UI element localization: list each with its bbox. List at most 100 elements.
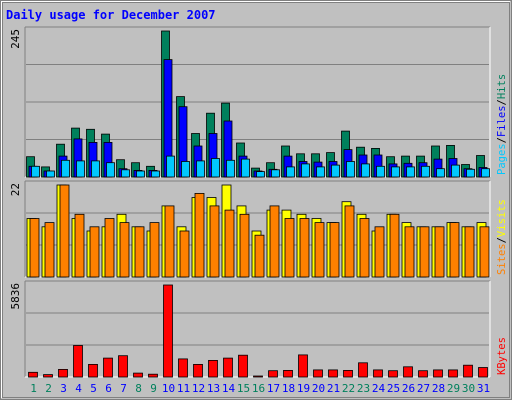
bar-pages-day-12 — [196, 160, 205, 178]
bar-pages-day-29 — [451, 164, 460, 178]
chart-title: Daily usage for December 2007 — [6, 8, 216, 22]
x-tick-label-day-21: 21 — [327, 382, 340, 395]
bar-kbytes-day-22 — [343, 369, 353, 378]
bar-pages-day-30 — [466, 168, 475, 178]
bar-sites-day-4 — [74, 213, 85, 278]
bar-kbytes-day-14 — [223, 357, 233, 378]
bar-kbytes-day-4 — [73, 345, 83, 378]
bar-pages-day-26 — [406, 166, 415, 178]
bar-sites-day-24 — [374, 226, 385, 278]
legend-kbytes: KBytes — [496, 337, 508, 375]
legend-entry-files: Files — [496, 105, 508, 137]
bar-sites-day-10 — [164, 205, 175, 278]
bar-kbytes-day-2 — [43, 374, 53, 378]
bar-sites-day-31 — [479, 226, 490, 278]
x-tick-label-day-4: 4 — [75, 382, 82, 395]
plot-area — [25, 281, 490, 377]
x-tick-label-day-26: 26 — [402, 382, 415, 395]
legend-entry-kbytes: KBytes — [496, 337, 508, 375]
bar-pages-day-3 — [61, 159, 70, 178]
bar-sites-day-15 — [239, 213, 250, 278]
bar-kbytes-day-17 — [268, 370, 278, 378]
x-tick-label-day-24: 24 — [372, 382, 386, 395]
bar-pages-day-14 — [226, 159, 235, 178]
bar-kbytes-day-25 — [388, 370, 398, 378]
bar-pages-day-23 — [361, 163, 370, 178]
bar-sites-day-19 — [299, 218, 310, 278]
bar-pages-day-9 — [151, 170, 160, 178]
bar-pages-day-21 — [331, 164, 340, 178]
bar-kbytes-day-31 — [478, 367, 488, 378]
legend-visits-sites: Sites/Visits — [496, 199, 508, 275]
x-tick-label-day-19: 19 — [297, 382, 310, 395]
x-tick-label-day-28: 28 — [432, 382, 445, 395]
x-tick-label-day-17: 17 — [267, 382, 280, 395]
bar-pages-day-19 — [301, 163, 310, 178]
bar-sites-day-14 — [224, 209, 235, 278]
bar-kbytes-day-16 — [253, 375, 263, 378]
legend-entry-sites: Sites — [496, 243, 508, 275]
bar-pages-day-7 — [121, 169, 130, 178]
bar-kbytes-day-30 — [463, 364, 473, 378]
x-tick-label-day-31: 31 — [477, 382, 490, 395]
bar-kbytes-day-23 — [358, 362, 368, 378]
x-tick-label-day-3: 3 — [60, 382, 67, 395]
bar-sites-day-30 — [464, 226, 475, 278]
bar-kbytes-day-19 — [298, 354, 308, 378]
legend-entry-hits: Hits — [496, 74, 508, 99]
bar-kbytes-day-29 — [448, 369, 458, 378]
bar-sites-day-26 — [404, 226, 415, 278]
bar-pages-day-4 — [76, 160, 85, 178]
bar-kbytes-day-28 — [433, 369, 443, 378]
bar-pages-day-25 — [391, 166, 400, 178]
bar-kbytes-day-9 — [148, 373, 158, 378]
bar-kbytes-day-8 — [133, 372, 143, 378]
bar-sites-day-7 — [119, 222, 130, 278]
y-max-tick-label: 245 — [9, 29, 22, 49]
x-tick-label-day-11: 11 — [177, 382, 190, 395]
bar-sites-day-12 — [194, 192, 205, 278]
x-tick-label-day-12: 12 — [192, 382, 205, 395]
bar-sites-day-8 — [134, 226, 145, 278]
bar-sites-day-2 — [44, 222, 55, 278]
legend-separator: / — [496, 99, 508, 105]
bar-pages-day-8 — [136, 170, 145, 178]
bar-sites-day-11 — [179, 230, 190, 278]
bar-pages-day-13 — [211, 158, 220, 178]
bar-sites-day-21 — [329, 222, 340, 278]
x-tick-label-day-20: 20 — [312, 382, 325, 395]
bar-sites-day-20 — [314, 222, 325, 278]
panel-visits-sites: 22 Sites/Visits — [9, 180, 508, 278]
x-tick-label-day-13: 13 — [207, 382, 220, 395]
bar-kbytes-day-6 — [103, 357, 113, 378]
x-tick-label-day-29: 29 — [447, 382, 460, 395]
x-tick-label-day-9: 9 — [150, 382, 157, 395]
bar-kbytes-day-20 — [313, 369, 323, 378]
bar-kbytes-day-7 — [118, 355, 128, 378]
bar-kbytes-day-10 — [163, 284, 173, 378]
bar-kbytes-day-11 — [178, 358, 188, 378]
bar-pages-day-10 — [166, 155, 175, 178]
bar-kbytes-day-1 — [28, 371, 38, 378]
bar-sites-day-5 — [89, 226, 100, 278]
legend-entry-pages: Pages — [496, 143, 508, 175]
bar-kbytes-day-26 — [403, 366, 413, 378]
y-max-tick-label: 5836 — [9, 283, 22, 310]
x-tick-label-day-27: 27 — [417, 382, 430, 395]
bar-pages-day-24 — [376, 165, 385, 178]
bar-pages-day-11 — [181, 161, 190, 178]
bar-pages-day-15 — [241, 158, 250, 178]
x-tick-label-day-8: 8 — [135, 382, 142, 395]
x-axis-day-labels: 1 2 3 4 5 6 7 8 9 10 11 12 13 14 15 16 17 18 19 20 21 22 23 24 2… — [30, 382, 490, 395]
legend-entry-visits: Visits — [496, 199, 508, 237]
bar-pages-day-16 — [256, 171, 265, 178]
bar-kbytes-day-21 — [328, 369, 338, 378]
bar-kbytes-day-24 — [373, 369, 383, 378]
bar-sites-day-27 — [419, 226, 430, 278]
legend-hits-files-pages: Pages/Files/Hits — [496, 74, 508, 175]
legend-separator: / — [496, 237, 508, 243]
x-tick-label-day-25: 25 — [387, 382, 400, 395]
